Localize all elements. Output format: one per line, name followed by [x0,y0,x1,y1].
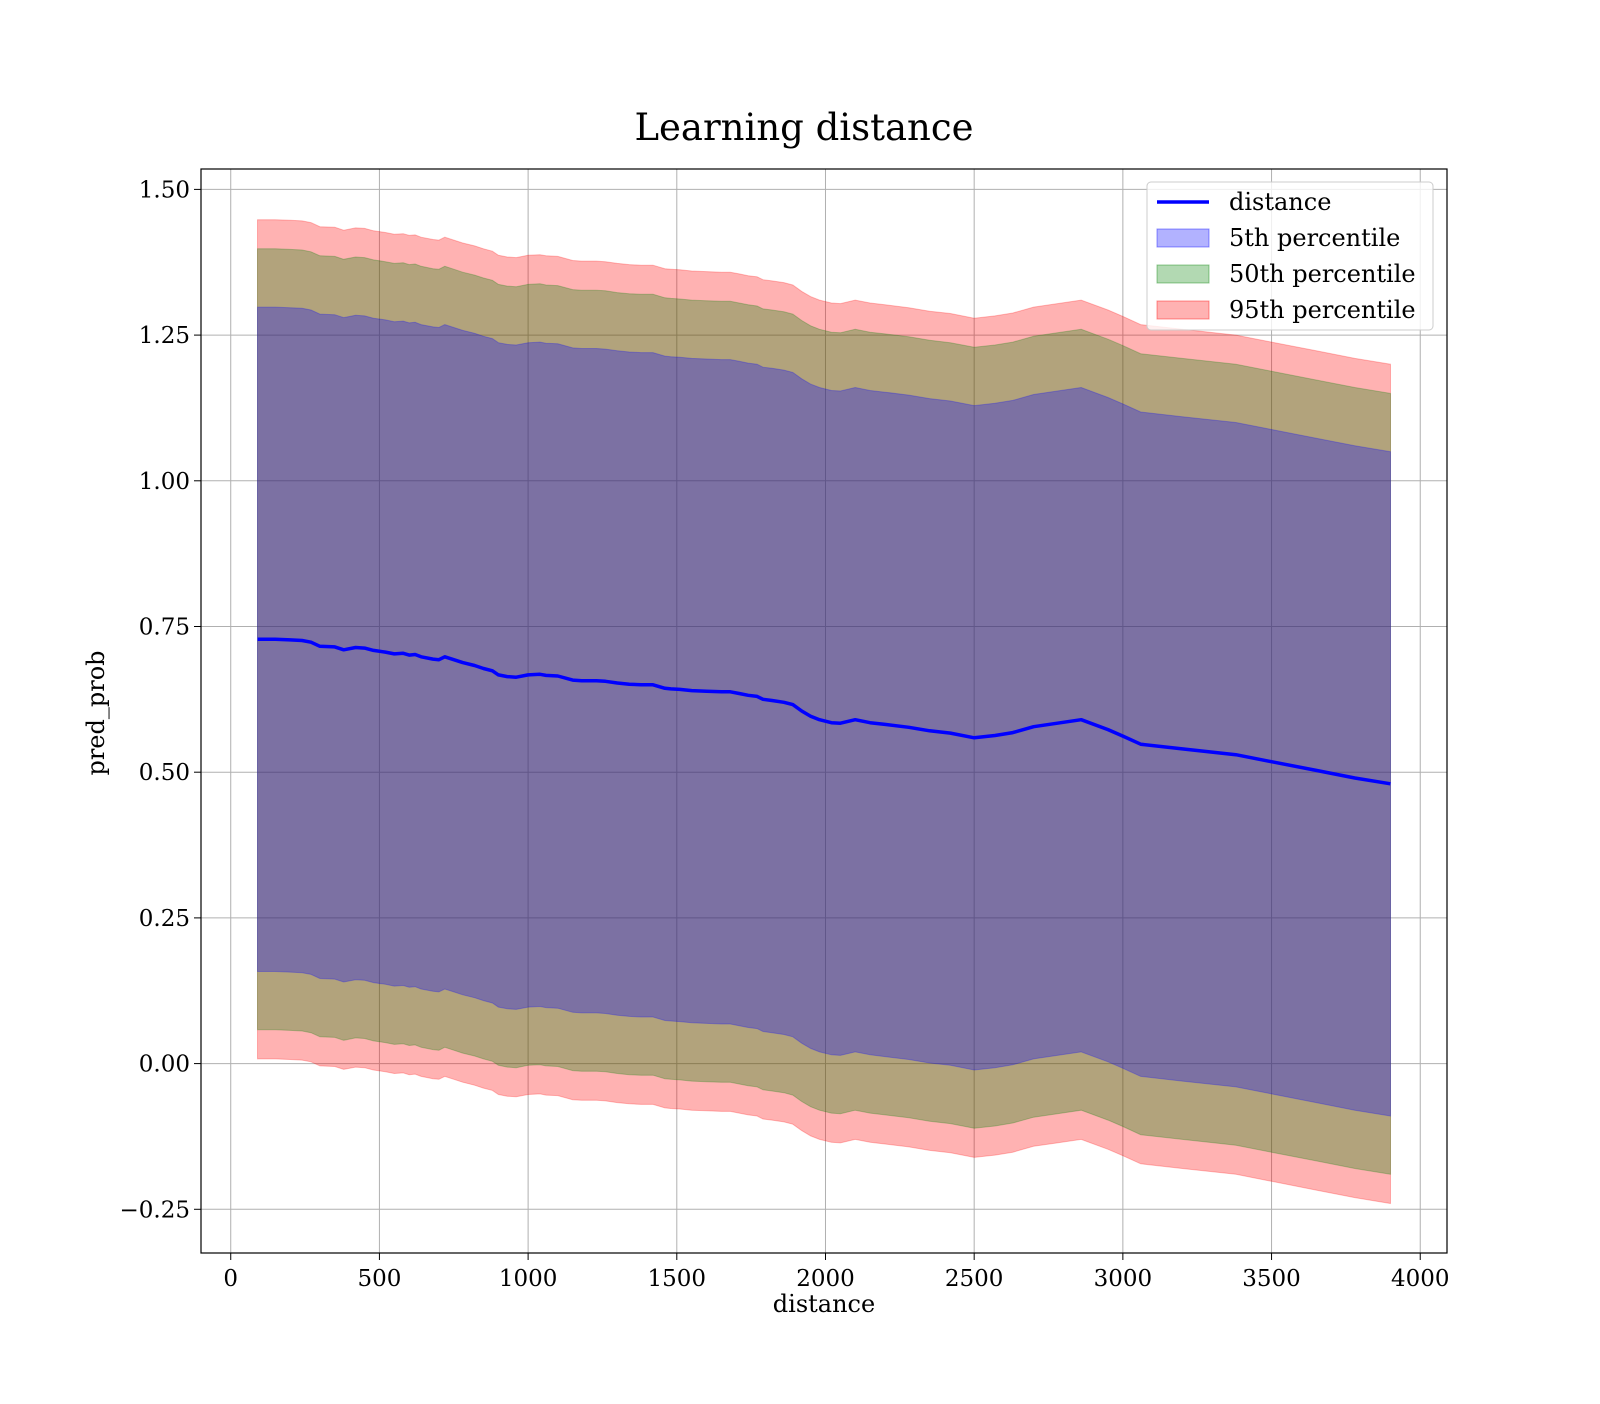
y-axis-label: pred_prob [82,650,110,775]
legend-box [1146,181,1434,331]
x-tick-label-8: 4000 [1391,1266,1450,1292]
legend-label-2: 50th percentile [1229,260,1416,288]
y-tick-label-1: 0.00 [139,1052,190,1078]
band-95th-percentile [257,219,1391,1205]
distance-line-layer [257,637,1391,786]
x-tick-label-3: 1500 [648,1266,707,1292]
plot-frame [200,168,1448,1254]
legend: distance 5th percentile 50th percentile 95t… [1146,181,1434,331]
y-tick-label-5: 1.00 [139,469,190,495]
y-tick-label-2: 0.25 [139,906,190,932]
x-tick-label-5: 2500 [945,1266,1004,1292]
x-tick-label-0: 0 [223,1266,238,1292]
x-tick-label-4: 2000 [796,1266,855,1292]
x-tick-label-7: 3500 [1242,1266,1301,1292]
percentile-bands [257,219,1391,1205]
legend-swatch-2 [1156,264,1210,284]
x-tick-label-6: 3000 [1094,1266,1153,1292]
y-tick-label-3: 0.50 [139,760,190,786]
y-axis-ticks: −0.25 0.00 0.25 0.50 0.75 1.00 1.25 1.50 [120,177,201,1223]
legend-swatch-1 [1156,228,1210,248]
distance-line [257,637,1391,786]
x-tick-label-1: 500 [357,1266,401,1292]
y-tick-label-0: −0.25 [120,1197,190,1223]
y-tick-label-6: 1.25 [139,323,190,349]
x-axis-ticks: 0 500 1000 1500 2000 2500 3000 3500 4000 [223,1253,1450,1292]
band-50th-percentile [257,248,1391,1175]
chart-title: Learning distance [634,106,973,149]
legend-label-0: distance [1229,188,1331,216]
band-5th-percentile [257,306,1391,1117]
x-tick-label-2: 1000 [499,1266,558,1292]
y-tick-label-7: 1.50 [139,177,190,203]
x-axis-label: distance [773,1290,875,1318]
legend-swatch-3 [1156,300,1210,320]
legend-label-3: 95th percentile [1229,296,1416,324]
legend-label-1: 5th percentile [1229,224,1400,252]
grid-lines [201,169,1447,1253]
y-tick-label-4: 0.75 [139,614,190,640]
